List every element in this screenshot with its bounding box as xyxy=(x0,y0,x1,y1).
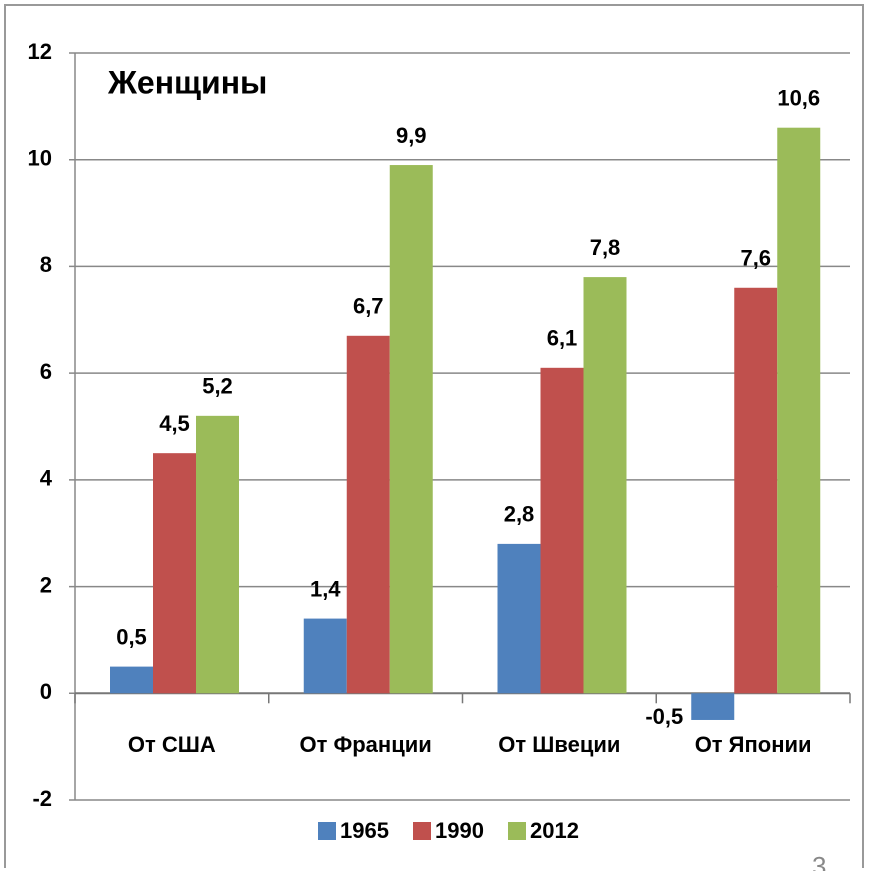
y-tick-label: 10 xyxy=(28,146,52,171)
data-label: 4,5 xyxy=(159,411,190,436)
bar xyxy=(540,367,584,694)
legend-label: 1965 xyxy=(340,818,389,843)
bar xyxy=(110,666,153,694)
bar xyxy=(583,277,627,694)
y-tick-label: 0 xyxy=(40,679,52,704)
data-label: 7,8 xyxy=(590,235,621,260)
y-tick-label: 6 xyxy=(40,359,52,384)
x-tick-label: От Швеции xyxy=(498,732,620,757)
y-tick-label: -2 xyxy=(32,786,52,811)
data-label: 7,6 xyxy=(740,246,771,271)
bar xyxy=(303,618,347,694)
bar xyxy=(734,287,778,694)
bar xyxy=(153,453,196,694)
bar xyxy=(389,165,433,694)
data-label: 6,7 xyxy=(353,294,384,319)
y-tick-label: 8 xyxy=(40,252,52,277)
bar xyxy=(777,127,821,694)
data-label: 0,5 xyxy=(116,624,147,649)
data-label: 10,6 xyxy=(777,86,820,111)
legend-swatch xyxy=(508,822,526,840)
data-label: 1,4 xyxy=(310,576,341,601)
x-tick-label: От Японии xyxy=(695,732,812,757)
data-label: 9,9 xyxy=(396,123,427,148)
legend-label: 1990 xyxy=(435,818,484,843)
legend-swatch xyxy=(318,822,336,840)
bar xyxy=(196,415,239,694)
bar xyxy=(691,693,735,720)
frame xyxy=(4,4,864,868)
data-label: 6,1 xyxy=(547,326,578,351)
bar xyxy=(346,335,390,694)
data-label: 2,8 xyxy=(504,502,535,527)
legend-swatch xyxy=(413,822,431,840)
y-tick-label: 2 xyxy=(40,572,52,597)
data-label: -0,5 xyxy=(645,704,683,729)
legend-label: 2012 xyxy=(530,818,579,843)
bar xyxy=(497,543,541,694)
x-tick-label: От США xyxy=(128,732,216,757)
page-number: 3 xyxy=(812,851,826,871)
data-label: 5,2 xyxy=(202,374,233,399)
x-tick-label: От Франции xyxy=(299,732,431,757)
y-tick-label: 12 xyxy=(28,39,52,64)
y-tick-label: 4 xyxy=(40,466,53,491)
chart-title: Женщины xyxy=(107,64,267,100)
